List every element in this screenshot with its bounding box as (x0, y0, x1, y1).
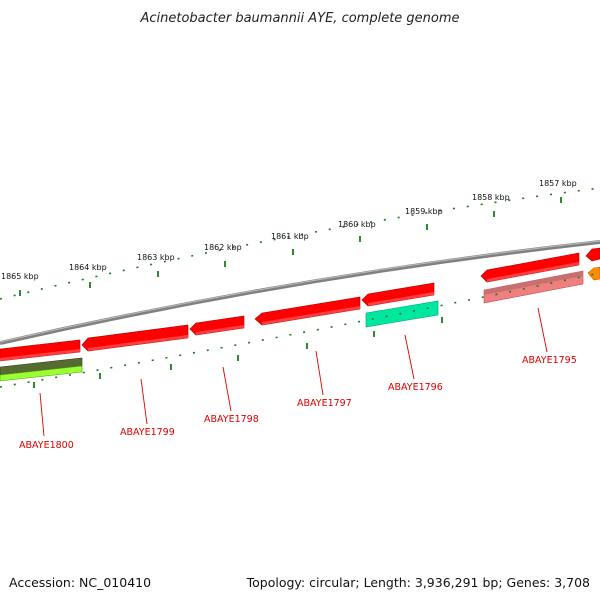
gene-abaye1799[interactable] (81, 324, 189, 352)
second-track-genes (0, 270, 584, 382)
lower-major-ticks (33, 317, 443, 388)
gene-edge-orange[interactable] (587, 266, 600, 281)
leader-line (39, 392, 45, 437)
upper-major-ticks (19, 197, 562, 296)
gene-edge-red[interactable] (585, 247, 600, 262)
leader-line (222, 366, 232, 412)
gene-pink-top (484, 271, 583, 295)
gene-label[interactable]: ABAYE1799 (120, 427, 175, 438)
gene-shade (196, 325, 244, 335)
map-title: Acinetobacter baumannii AYE, complete ge… (139, 11, 459, 26)
gene-shading (0, 262, 579, 361)
gene-shade (262, 306, 360, 325)
tick-label: 1860 kbp (338, 220, 376, 229)
gene-shade (368, 292, 434, 306)
gene-abaye1795-red[interactable] (480, 252, 580, 283)
leader-line (140, 378, 148, 425)
tick-label: 1861 kbp (271, 232, 309, 241)
lower-tick-marks (0, 272, 600, 388)
label-leader-lines (39, 307, 548, 437)
leader-line (537, 307, 548, 353)
tick-label: 1864 kbp (69, 263, 107, 272)
gene-shade (88, 335, 188, 351)
gene-label[interactable]: ABAYE1798 (204, 414, 259, 425)
gene-label[interactable]: ABAYE1800 (19, 440, 74, 451)
gene-abaye1798[interactable] (189, 315, 245, 336)
tick-label: 1858 kbp (472, 193, 510, 202)
gene-abaye1796-cyan[interactable] (365, 300, 439, 328)
gene-lime[interactable] (0, 365, 83, 382)
tick-label: 1857 kbp (539, 179, 577, 188)
gene-labels: ABAYE1800 ABAYE1799 ABAYE1798 ABAYE1797 … (19, 355, 577, 451)
gene-abaye1796-red[interactable] (361, 282, 435, 307)
gene-shade (0, 349, 80, 361)
accession-text: Accession: NC_010410 (9, 575, 151, 590)
gene-label[interactable]: ABAYE1797 (297, 398, 352, 409)
genome-backbone-highlight (0, 240, 600, 343)
topology-text: Topology: circular; Length: 3,936,291 bp… (246, 575, 590, 590)
gene-shade (487, 262, 579, 282)
tick-label: 1865 kbp (1, 272, 39, 281)
genome-backbone (0, 240, 600, 345)
tick-label: 1859 kbp (405, 207, 443, 216)
tick-label: 1863 kbp (137, 253, 175, 262)
tick-label: 1862 kbp (204, 243, 242, 252)
tick-labels: 1865 kbp 1864 kbp 1863 kbp 1862 kbp 1861… (1, 179, 577, 281)
leader-line (404, 334, 415, 380)
leader-line (315, 350, 324, 396)
gene-label[interactable]: ABAYE1796 (388, 382, 443, 393)
gene-abaye1797[interactable] (254, 296, 361, 326)
gene-label[interactable]: ABAYE1795 (522, 355, 577, 366)
